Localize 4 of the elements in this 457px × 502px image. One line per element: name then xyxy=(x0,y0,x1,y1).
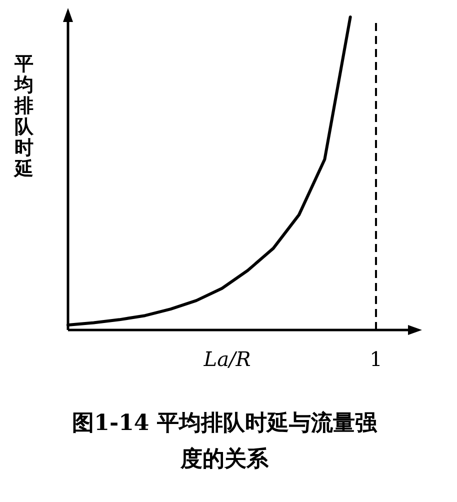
text: 图1-14 平均排队时延与流量强度的关系 xyxy=(72,409,377,474)
x-axis-title: La/R xyxy=(202,347,251,371)
text: 1 xyxy=(370,347,382,371)
y-axis-title: 平均排队时延 xyxy=(12,53,34,180)
